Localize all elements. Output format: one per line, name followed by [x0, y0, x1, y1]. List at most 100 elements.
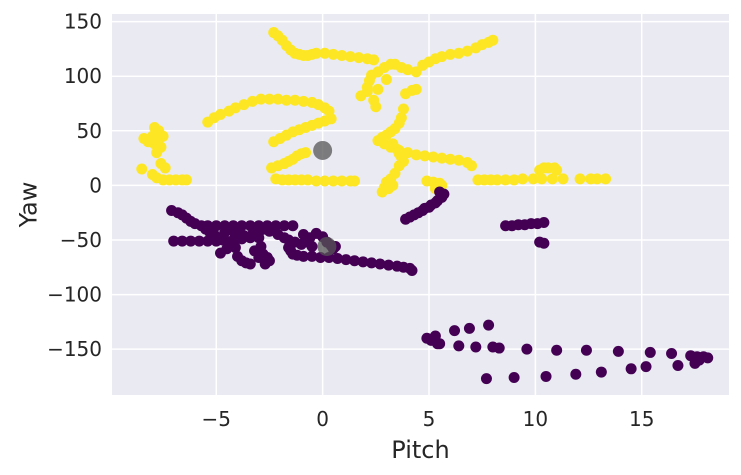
data-point-yellow — [517, 173, 529, 185]
data-point-purple — [287, 220, 299, 232]
data-point-purple — [570, 368, 582, 380]
data-point-purple — [480, 373, 492, 385]
data-point-yellow — [327, 175, 339, 187]
data-point-purple — [434, 338, 446, 350]
data-point-purple — [297, 229, 309, 241]
data-point-purple — [340, 254, 352, 266]
data-point-yellow — [372, 83, 384, 95]
x-tick-labels: −5 0 5 10 15 — [202, 407, 655, 431]
y-tick-label: −100 — [47, 283, 102, 307]
data-point-purple — [255, 241, 267, 253]
data-point-yellow — [229, 102, 241, 114]
data-point-yellow — [255, 93, 267, 105]
data-point-yellow — [289, 94, 301, 106]
data-point-yellow — [149, 138, 161, 150]
data-point-purple — [470, 341, 482, 353]
x-tick-label: −5 — [202, 407, 231, 431]
data-point-purple — [672, 360, 684, 372]
data-point-purple — [538, 217, 550, 229]
data-point-yellow — [310, 175, 322, 187]
data-point-purple — [551, 344, 563, 356]
data-point-purple — [463, 322, 475, 334]
data-point-purple — [185, 235, 197, 247]
data-point-purple — [374, 258, 386, 270]
data-point-yellow — [319, 47, 331, 59]
data-point-purple — [383, 259, 395, 271]
y-tick-labels: −150 −100 −50 0 50 100 150 — [47, 10, 102, 362]
data-point-yellow — [138, 132, 150, 144]
data-point-yellow — [508, 174, 520, 186]
data-point-yellow — [361, 86, 373, 98]
data-point-yellow — [436, 152, 448, 164]
data-point-purple — [580, 344, 592, 356]
y-tick-label: 150 — [64, 10, 102, 34]
data-point-purple — [357, 256, 369, 268]
data-point-yellow — [402, 64, 414, 76]
data-point-yellow — [387, 179, 399, 191]
data-point-yellow — [487, 34, 499, 46]
data-point-purple — [332, 253, 344, 265]
data-point-purple — [453, 340, 465, 352]
centroid-point — [313, 140, 333, 160]
data-point-yellow — [370, 101, 382, 113]
data-point-yellow — [536, 173, 548, 185]
data-point-purple — [297, 250, 309, 262]
data-point-purple — [595, 366, 607, 378]
data-point-yellow — [410, 149, 422, 161]
data-point-purple — [236, 220, 248, 232]
data-point-purple — [168, 235, 180, 247]
y-tick-label: −150 — [47, 337, 102, 361]
data-point-yellow — [344, 51, 356, 63]
data-point-purple — [483, 319, 495, 331]
data-point-yellow — [325, 113, 337, 125]
data-point-purple — [244, 258, 256, 270]
data-point-yellow — [500, 174, 512, 186]
data-point-yellow — [397, 103, 409, 115]
data-point-yellow — [336, 175, 348, 187]
x-axis-label: Pitch — [391, 436, 449, 464]
data-point-purple — [666, 348, 678, 360]
data-point-yellow — [557, 173, 569, 185]
x-tick-label: 5 — [423, 407, 436, 431]
data-point-purple — [278, 220, 290, 232]
data-point-yellow — [368, 54, 380, 66]
data-point-yellow — [180, 174, 192, 186]
data-point-purple — [244, 220, 256, 232]
data-point-yellow — [336, 49, 348, 61]
data-point-yellow — [436, 51, 448, 63]
data-point-purple — [521, 343, 533, 355]
data-point-purple — [538, 237, 550, 249]
data-point-yellow — [246, 95, 258, 107]
data-point-purple — [689, 357, 701, 369]
data-point-yellow — [444, 48, 456, 60]
data-point-purple — [449, 325, 461, 337]
x-tick-label: 15 — [629, 407, 654, 431]
y-tick-label: −50 — [60, 228, 102, 252]
data-point-yellow — [527, 173, 539, 185]
data-point-yellow — [427, 151, 439, 163]
data-point-purple — [612, 345, 624, 357]
data-point-yellow — [159, 162, 171, 174]
data-point-yellow — [136, 163, 148, 175]
x-tick-label: 0 — [316, 407, 329, 431]
data-point-purple — [238, 230, 250, 242]
data-point-purple — [644, 346, 656, 358]
y-axis-label: Yaw — [14, 182, 42, 229]
data-point-purple — [306, 250, 318, 262]
data-point-yellow — [466, 160, 478, 172]
data-point-yellow — [600, 173, 612, 185]
plot-area — [112, 14, 729, 395]
data-point-yellow — [574, 173, 586, 185]
data-point-yellow — [491, 174, 503, 186]
y-tick-label: 0 — [89, 173, 102, 197]
data-point-purple — [625, 363, 637, 375]
data-point-yellow — [461, 45, 473, 57]
data-point-yellow — [280, 94, 292, 106]
data-point-purple — [259, 258, 271, 270]
data-point-purple — [702, 352, 714, 364]
data-point-purple — [176, 235, 188, 247]
data-point-yellow — [302, 174, 314, 186]
data-point-purple — [366, 257, 378, 269]
data-point-yellow — [238, 99, 250, 111]
